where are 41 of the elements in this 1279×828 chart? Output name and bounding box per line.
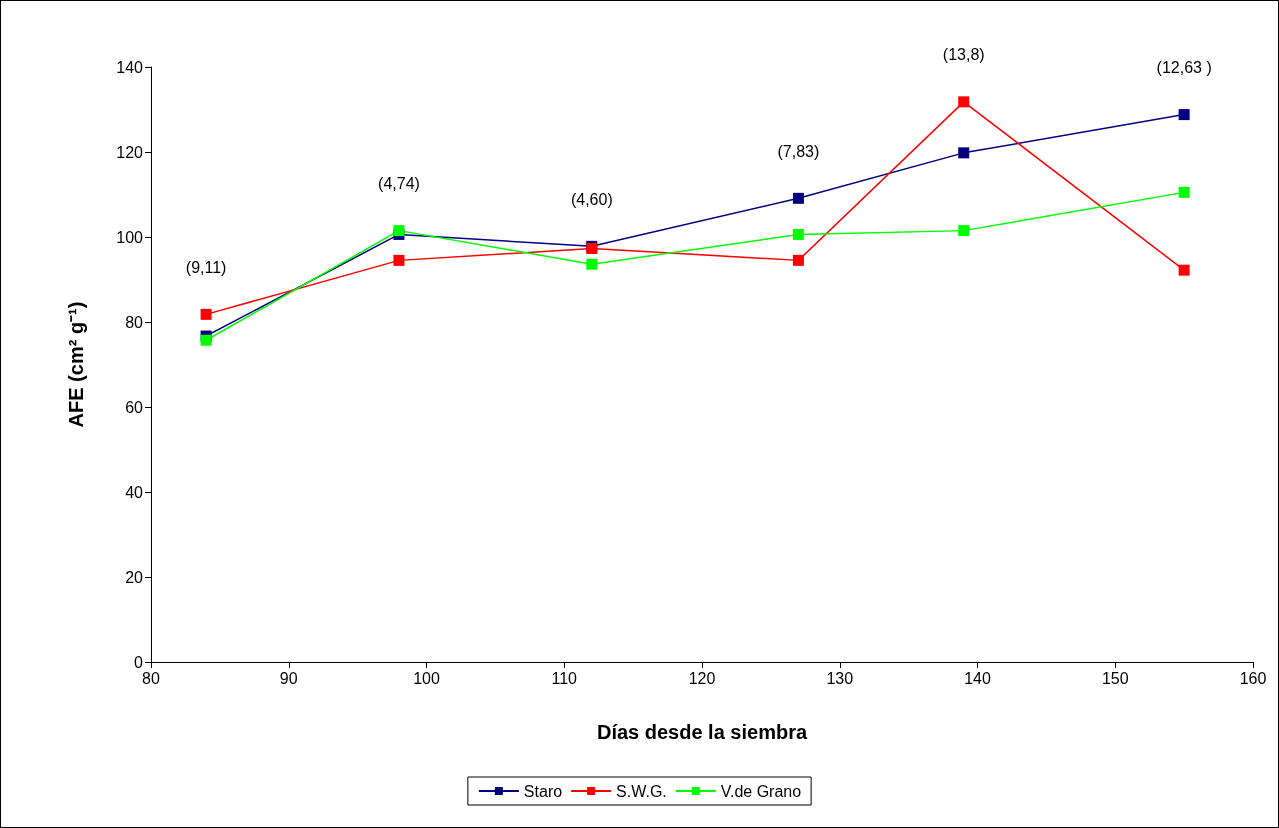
x-axis-title: Días desde la siembra <box>596 721 808 743</box>
point <box>792 192 804 204</box>
annotation: (7,83) <box>777 142 820 160</box>
y-tick-label: 60 <box>125 398 144 416</box>
x-tick-label: 130 <box>826 669 854 687</box>
point <box>958 96 970 108</box>
point <box>200 308 212 320</box>
legend-label: Staro <box>523 782 563 800</box>
point <box>1178 109 1190 121</box>
annotation: (4,74) <box>378 175 420 193</box>
point <box>586 258 598 270</box>
x-tick-label: 160 <box>1239 669 1267 687</box>
y-axis-title: AFE (cm² g⁻¹) <box>65 301 87 428</box>
point <box>958 225 970 237</box>
x-tick-label: 90 <box>279 669 298 687</box>
annotation: (4,60) <box>570 190 613 208</box>
point <box>393 254 405 266</box>
x-tick-label: 120 <box>688 669 716 687</box>
x-tick-label: 150 <box>1101 669 1129 687</box>
y-tick-label: 40 <box>125 483 144 501</box>
legend-label: S.W.G. <box>616 782 667 800</box>
y-tick-label: 80 <box>125 313 144 331</box>
y-tick-label: 0 <box>134 653 144 671</box>
annotation: (9,11) <box>185 258 227 276</box>
x-tick-label: 100 <box>413 669 440 687</box>
y-tick-label: 100 <box>116 228 144 246</box>
x-tick-label: 140 <box>964 669 991 687</box>
y-tick-label: 20 <box>125 568 144 586</box>
text: (13,8) <box>942 46 985 64</box>
y-tick-label: 120 <box>116 143 144 161</box>
y-tick-label: 140 <box>116 58 144 76</box>
point <box>200 334 212 346</box>
x-tick-label: 110 <box>551 669 578 687</box>
legend-label: V.de Grano <box>720 782 802 800</box>
point <box>1178 264 1190 276</box>
point <box>958 147 970 159</box>
annotation: (12,63 ) <box>1156 59 1212 77</box>
x-tick-label: 80 <box>142 669 160 687</box>
point <box>792 254 804 266</box>
point <box>1178 186 1190 198</box>
point <box>792 228 804 240</box>
